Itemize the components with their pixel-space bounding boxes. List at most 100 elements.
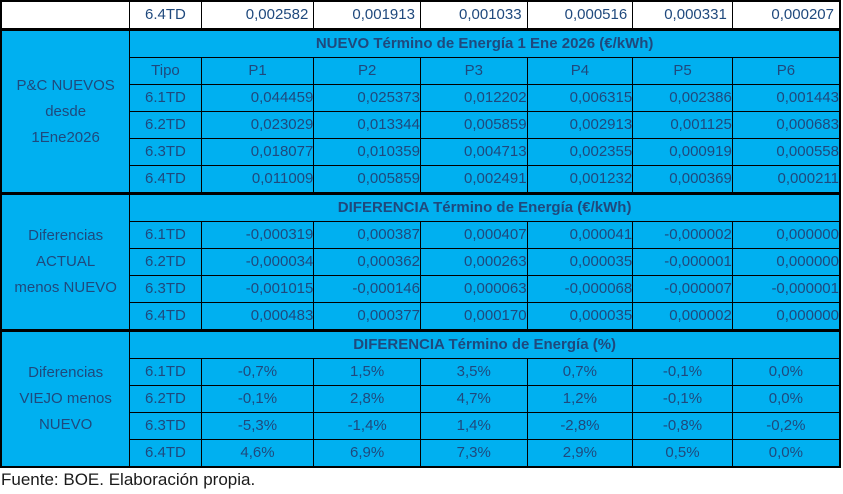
tipo-cell: 6.4TD <box>129 0 202 30</box>
section-label-line: ACTUAL <box>36 253 96 270</box>
section-label-line: Diferencias <box>28 364 104 381</box>
value-cell: 0,000000 <box>731 248 841 276</box>
column-header-row: Tipo P1 P2 P3 P4 P5 P6 <box>1 57 841 85</box>
value-cell: -0,1% <box>200 385 315 413</box>
value-cell: 0,004713 <box>419 138 528 166</box>
value-cell: 0,011009 <box>200 165 315 194</box>
value-cell: -0,000319 <box>200 221 315 249</box>
tipo-cell: 6.1TD <box>129 84 202 112</box>
value-cell: -0,000068 <box>526 275 634 303</box>
table-row: 6.2TD 0,023029 0,013344 0,005859 0,00291… <box>1 111 841 139</box>
value-cell: 0,002582 <box>200 0 315 30</box>
section-label-diferencias-actual: Diferencias ACTUAL menos NUEVO <box>0 192 131 331</box>
value-cell: 4,6% <box>200 439 315 468</box>
value-cell: 0,000000 <box>731 221 841 249</box>
table-row: 6.4TD 0,002582 0,001913 0,001033 0,00051… <box>0 0 841 30</box>
value-cell: 0,000683 <box>731 111 841 139</box>
value-cell: -0,001015 <box>200 275 315 303</box>
col-header-p2: P2 <box>313 57 421 85</box>
value-cell: 0,001033 <box>419 0 528 30</box>
table-row: 6.3TD -5,3% -1,4% 1,4% -2,8% -0,8% -0,2% <box>1 412 841 440</box>
table-row: 6.2TD -0,000034 0,000362 0,000263 0,0000… <box>1 248 841 276</box>
value-cell: 4,7% <box>419 385 528 413</box>
table-row: Diferencias VIEJO menos NUEVO DIFERENCIA… <box>0 329 841 468</box>
value-cell: 1,4% <box>419 412 528 440</box>
value-cell: 0,018077 <box>200 138 315 166</box>
section-header-diferencia-kwh: DIFERENCIA Término de Energía (€/kWh) <box>129 192 841 222</box>
value-cell: 0,000263 <box>419 248 528 276</box>
value-cell: 0,010359 <box>313 138 421 166</box>
value-cell: 0,000002 <box>632 302 733 331</box>
tipo-cell: 6.3TD <box>129 412 202 440</box>
value-cell: 0,002491 <box>419 165 528 194</box>
value-cell: 0,006315 <box>526 84 634 112</box>
value-cell: -0,000002 <box>632 221 733 249</box>
col-header-p5: P5 <box>632 57 733 85</box>
value-cell: 0,0% <box>731 439 841 468</box>
section-label-line: Diferencias <box>28 227 104 244</box>
value-cell: 0,025373 <box>313 84 421 112</box>
value-cell: -0,8% <box>632 412 733 440</box>
value-cell: 0,002913 <box>526 111 634 139</box>
value-cell: -0,000001 <box>632 248 733 276</box>
value-cell: 0,000035 <box>526 302 634 331</box>
value-cell: 0,0% <box>731 385 841 413</box>
value-cell: 0,000211 <box>731 165 841 194</box>
col-header-tipo: Tipo <box>129 57 202 85</box>
value-cell: 1,5% <box>313 358 421 386</box>
value-cell: 0,001913 <box>313 0 421 30</box>
tipo-cell: 6.3TD <box>129 275 202 303</box>
value-cell: 0,002355 <box>526 138 634 166</box>
col-header-p1: P1 <box>200 57 315 85</box>
value-cell: -0,7% <box>200 358 315 386</box>
value-cell: 0,000387 <box>313 221 421 249</box>
table-row: 6.3TD 0,018077 0,010359 0,004713 0,00235… <box>1 138 841 166</box>
value-cell: -0,1% <box>632 385 733 413</box>
tipo-cell: 6.2TD <box>129 385 202 413</box>
value-cell: 7,3% <box>419 439 528 468</box>
value-cell: -5,3% <box>200 412 315 440</box>
value-cell: 0,001443 <box>731 84 841 112</box>
section-label-line: 1Ene2026 <box>31 128 100 146</box>
section-label-line: menos NUEVO <box>14 279 117 296</box>
value-cell: -0,2% <box>731 412 841 440</box>
source-note: Fuente: BOE. Elaboración propia. <box>1 470 256 489</box>
col-header-p6: P6 <box>731 57 841 85</box>
tipo-cell: 6.4TD <box>129 165 202 194</box>
value-cell: 0,000483 <box>200 302 315 331</box>
value-cell: -0,000034 <box>200 248 315 276</box>
tipo-cell: 6.4TD <box>129 439 202 468</box>
value-cell: -0,000146 <box>313 275 421 303</box>
table-row: 6.4TD 4,6% 6,9% 7,3% 2,9% 0,5% 0,0% <box>1 439 841 468</box>
value-cell: 0,000369 <box>632 165 733 194</box>
col-header-p4: P4 <box>526 57 634 85</box>
value-cell: 0,000331 <box>632 0 733 30</box>
value-cell: 0,000516 <box>526 0 634 30</box>
section-label-line: VIEJO menos <box>19 390 112 407</box>
value-cell: 0,005859 <box>313 165 421 194</box>
tipo-cell: 6.4TD <box>129 302 202 331</box>
value-cell: 0,0% <box>731 358 841 386</box>
value-cell: 0,002386 <box>632 84 733 112</box>
energy-term-table: 6.4TD 0,002582 0,001913 0,001033 0,00051… <box>0 0 841 468</box>
section-header-nuevo: NUEVO Término de Energía 1 Ene 2026 (€/k… <box>129 28 841 58</box>
value-cell: 0,7% <box>526 358 634 386</box>
value-cell: 0,005859 <box>419 111 528 139</box>
table-row: 6.3TD -0,001015 -0,000146 0,000063 -0,00… <box>1 275 841 303</box>
tipo-cell: 6.3TD <box>129 138 202 166</box>
value-cell: 3,5% <box>419 358 528 386</box>
value-cell: 0,013344 <box>313 111 421 139</box>
section-header-diferencia-pct: DIFERENCIA Término de Energía (%) <box>129 329 841 359</box>
value-cell: 1,2% <box>526 385 634 413</box>
section-label-nuevos: P&C NUEVOS desde 1Ene2026 <box>0 28 131 194</box>
tipo-cell: 6.2TD <box>129 248 202 276</box>
table-row: P&C NUEVOS desde 1Ene2026 NUEVO Término … <box>0 28 841 194</box>
table-row: 6.1TD -0,000319 0,000387 0,000407 0,0000… <box>1 221 841 249</box>
tipo-cell: 6.1TD <box>129 358 202 386</box>
value-cell: 6,9% <box>313 439 421 468</box>
value-cell: 0,001125 <box>632 111 733 139</box>
value-cell: 0,000000 <box>731 302 841 331</box>
value-cell: 0,5% <box>632 439 733 468</box>
value-cell: -2,8% <box>526 412 634 440</box>
